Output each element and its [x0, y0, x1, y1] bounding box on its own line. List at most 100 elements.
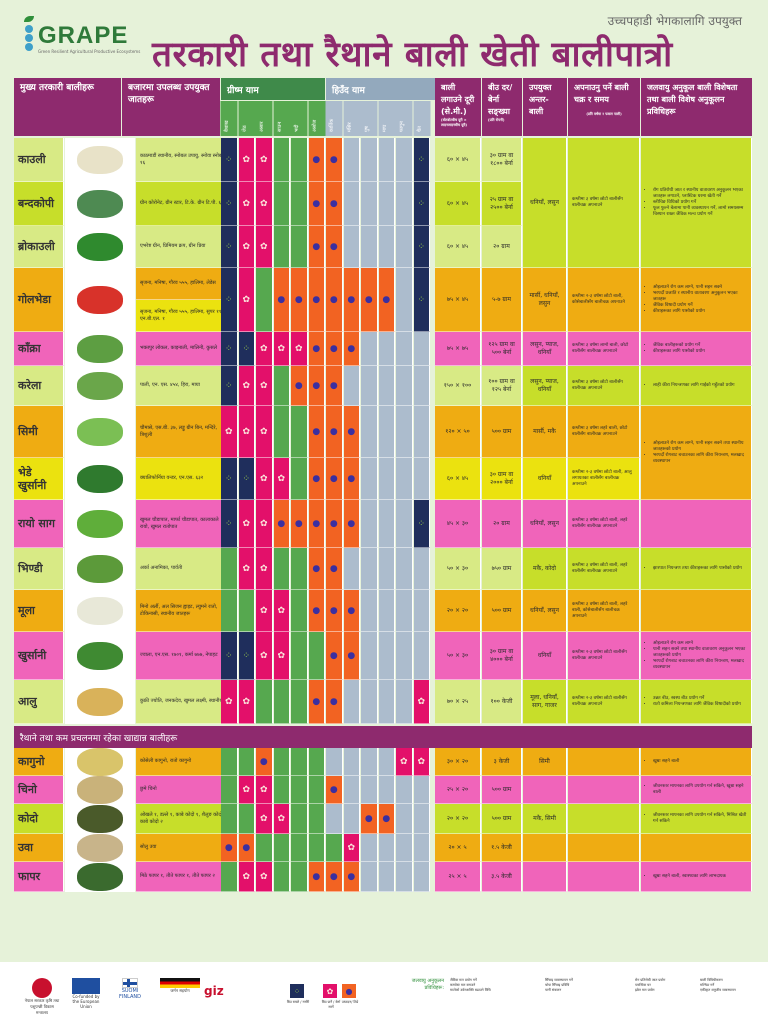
- seedling-dots-icon: ⁘: [224, 343, 233, 354]
- sprout-flower-icon: ✿: [277, 473, 286, 484]
- intercrop-cell: [523, 776, 567, 804]
- crop-row: काउली काठमाडौं स्थानीय, स्नोबल उपायु, स्…: [14, 138, 752, 182]
- sprout-flower-icon: ✿: [242, 198, 251, 209]
- calendar-cell-कार्तिक: ●: [326, 458, 343, 500]
- fruit-icon: ●: [277, 294, 286, 305]
- crop-row: उवा सोलु उवा ● ● ✿ २० × ५ १.५ केजी: [14, 833, 752, 862]
- sprout-flower-icon: ✿: [259, 343, 268, 354]
- calendar-cell-बैशाख: ✿: [221, 406, 238, 458]
- calendar-cell-जेठ: ✿: [238, 138, 255, 182]
- calendar-cell-माघ: [378, 182, 395, 226]
- legend-seedling-dots-icon: ⁘: [290, 984, 304, 998]
- sprout-flower-icon: ✿: [259, 473, 268, 484]
- calendar-cell-पुष: ●: [361, 804, 378, 834]
- planting-distance: ७५ × ४५: [435, 268, 481, 332]
- calendar-cell-पुष: [361, 862, 378, 892]
- seed-rate: २० ग्राम: [482, 226, 522, 268]
- fruit-icon: ●: [329, 650, 338, 661]
- calendar-cell-कार्तिक: ●: [326, 332, 343, 366]
- planting-distance: ६० × ४५: [435, 182, 481, 226]
- calendar-cell-मंसिर: [343, 548, 360, 590]
- adaptation-list: सिँचाइ व्यवस्थापन गर्ने थोपा सिँचाइ प्रवि…: [545, 978, 630, 993]
- calendar-cell-असोज: ●: [308, 680, 325, 724]
- crop-name: कोदो: [14, 804, 64, 834]
- month-header-10: माघ: [378, 101, 395, 136]
- month-header-12: चैत: [413, 101, 430, 136]
- techniques-cell: जीवनस्तर मापनका लागि उपयोग गर्न सकिने, म…: [641, 804, 752, 834]
- calendar-cell-असार: ✿: [256, 590, 273, 632]
- calendar-cell-साउन: [273, 834, 290, 862]
- calendar-cell-फागुन: [396, 138, 413, 182]
- sprout-flower-icon: ✿: [242, 784, 251, 795]
- month-header-1: बैशाख: [221, 101, 238, 136]
- calendar-cell-जेठ: ⁘: [238, 458, 255, 500]
- calendar-cell-असोज: [308, 776, 325, 804]
- calendar-cell-चैत: [413, 458, 430, 500]
- fruit-icon: ●: [312, 518, 321, 529]
- calendar-cell-साउन: [273, 680, 290, 724]
- adaptation-item: प्लास्टिक घर: [635, 983, 651, 987]
- crop-row: सिमी चौमासे, एस.बी. ३७, लड्डु ग्रीन बिन,…: [14, 406, 752, 458]
- technique-item: पानी सहन सक्ने तथा स्थानीय वातावरण अनुकू…: [653, 647, 747, 659]
- calendar-cell-फागुन: [396, 406, 413, 458]
- crop-image: [65, 406, 135, 458]
- giz-logo: giz: [204, 984, 224, 998]
- crop-name: फापर: [14, 862, 64, 892]
- calendar-cell-असोज: ●: [308, 226, 325, 268]
- seedling-dots-icon: ⁘: [417, 154, 426, 165]
- crop-image: [65, 862, 135, 892]
- techniques-cell: उन्नत बीउ, स्वस्थ बीउ प्रयोग गर्नेरातो क…: [641, 680, 752, 724]
- intercrop-cell: मार्सी, मकै: [523, 406, 567, 458]
- fruit-icon: ●: [312, 294, 321, 305]
- techniques-cell: ओइलाउने रोग कम लाग्ने, पानी सहन सक्नेभरप…: [641, 268, 752, 332]
- seedling-dots-icon: ⁘: [417, 294, 426, 305]
- sprout-flower-icon: ✿: [242, 154, 251, 165]
- crop-varieties: अर्का अनामिका, पार्वती: [136, 548, 234, 590]
- sprout-flower-icon: ✿: [224, 696, 233, 707]
- calendar-cell-पुष: [361, 834, 378, 862]
- calendar-cell-असोज: ●: [308, 268, 325, 332]
- seedling-dots-icon: ⁘: [417, 198, 426, 209]
- planting-distance: २५ × ५: [435, 862, 481, 892]
- calendar-cell-बैशाख: [221, 862, 238, 892]
- leaf-icon: [24, 16, 34, 22]
- rotation-cell: कम्तीमा ३ वर्षमा लामो बाली, छोटो बालीसँग…: [568, 332, 640, 366]
- vegetable-photo-icon: [76, 334, 123, 363]
- sprout-flower-icon: ✿: [277, 605, 286, 616]
- seed-rate: ३० ग्राम वा ४००० बेर्ना: [482, 632, 522, 680]
- sprout-flower-icon: ✿: [242, 241, 251, 252]
- crop-image: [65, 268, 135, 332]
- calendar-cell-माघ: [378, 226, 395, 268]
- intercrop-cell: मार्सी, धनियाँ, लसुन: [523, 268, 567, 332]
- technique-item: जैविक विषादी प्रयोग गर्ने: [653, 303, 747, 309]
- vegetable-photo-icon: [76, 371, 123, 400]
- calendar-cell-कार्तिक: [326, 804, 343, 834]
- calendar-cell-माघ: [378, 500, 395, 548]
- calendar-cell-बैशाख: [221, 804, 238, 834]
- german-flag-icon: [160, 978, 200, 988]
- fruit-icon: ●: [312, 473, 321, 484]
- crop-name: सिमी: [14, 406, 64, 458]
- calendar-cell-बैशाख: ⁘: [221, 268, 238, 332]
- calendar-cell-पुष: [361, 138, 378, 182]
- calendar-cell-चैत: [413, 632, 430, 680]
- crop-name: रायो साग: [14, 500, 64, 548]
- crop-image: [65, 458, 135, 500]
- crop-row: गोलभेडा सृजना, मनिषा, गौरव ५५५, हालिमा, …: [14, 268, 752, 332]
- crop-image: [65, 548, 135, 590]
- crop-varieties: काठमाडौं स्थानीय, स्नोबल उपायु, स्नोवा स…: [136, 138, 234, 182]
- month-header-2: जेठ: [238, 101, 255, 136]
- calendar-cell-असार: ✿: [256, 226, 273, 268]
- calendar-cell-भदौ: [291, 406, 308, 458]
- technique-item: भरपर्दो रोगबाट बचाउनका लागि कीरा नियन्त्…: [653, 659, 747, 671]
- vegetable-photo-icon: [76, 804, 123, 833]
- calendar-cell-चैत: ⁘: [413, 182, 430, 226]
- seedling-dots-icon: ⁘: [224, 198, 233, 209]
- crop-varieties: ग्रीन कोरोनेट, ग्रीन स्टार, टि.के. ग्रीन…: [136, 182, 234, 226]
- seed-rate: ५०० ग्राम: [482, 804, 522, 834]
- fruit-icon: ●: [294, 518, 303, 529]
- techniques-cell: ओइलाउने रोग कम लाग्ने, पानी सहन सक्ने तथ…: [641, 406, 752, 500]
- calendar-cell-साउन: [273, 548, 290, 590]
- calendar-cell-चैत: [413, 366, 430, 406]
- crop-name: उवा: [14, 834, 64, 862]
